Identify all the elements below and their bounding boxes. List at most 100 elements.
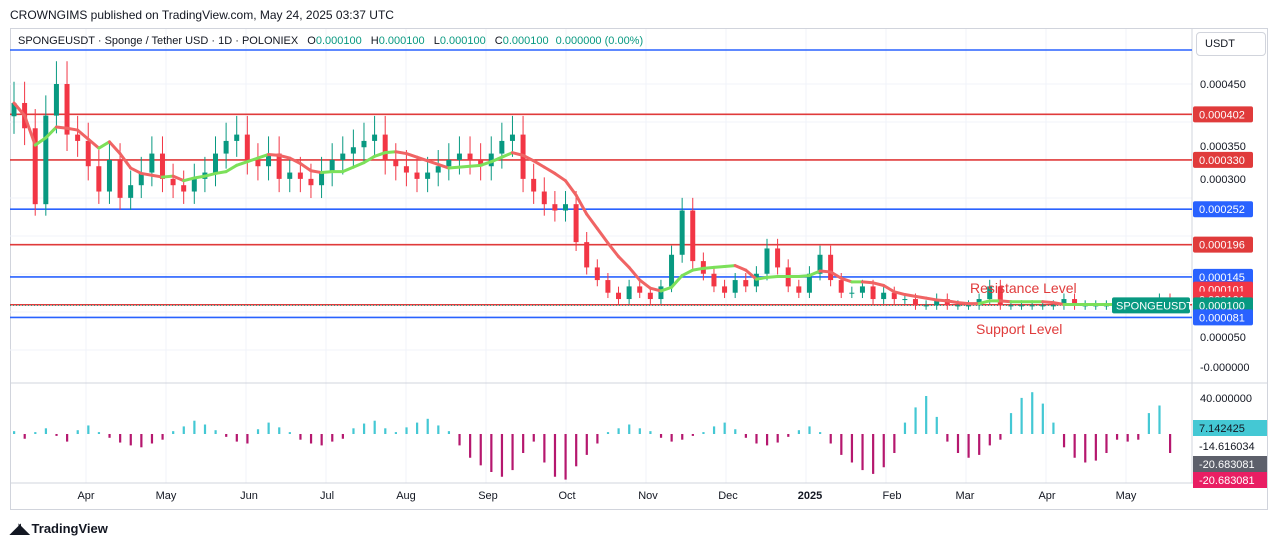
candle-body xyxy=(987,286,993,300)
candle-body xyxy=(117,159,123,198)
ma-segment xyxy=(118,152,133,170)
price-tag-label: 0.000081 xyxy=(1199,312,1245,324)
candle-body xyxy=(690,210,696,262)
candle-body xyxy=(605,280,611,293)
candle-body xyxy=(775,248,781,268)
ma-segment xyxy=(182,176,196,183)
ma-segment xyxy=(320,170,334,175)
ma-segment xyxy=(192,174,207,180)
price-axis-labels: 0.000450 0.000350 0.000300 0.000050 -0.00000… xyxy=(1200,79,1252,405)
oscillator-tag-label: -20.683081 xyxy=(1199,459,1255,471)
candle-body xyxy=(891,292,897,300)
oscillator-bar xyxy=(1169,434,1172,453)
candle-body xyxy=(934,299,940,306)
ma-segment xyxy=(214,170,228,175)
ma-segment xyxy=(426,159,440,166)
ma-segment xyxy=(956,301,970,306)
ma-segment xyxy=(447,165,461,170)
oscillator-bar xyxy=(1041,403,1044,434)
oscillator-bar xyxy=(479,434,482,466)
ma-segment xyxy=(298,162,313,173)
candle-body xyxy=(159,153,165,179)
oscillator-bar xyxy=(956,434,960,453)
tradingview-logo[interactable]: ◢◣ TradingView xyxy=(10,520,108,537)
ma-segment xyxy=(479,160,493,167)
ma-segment xyxy=(670,274,684,289)
oscillator-bar xyxy=(150,434,154,444)
oscillator-bar xyxy=(1137,434,1140,440)
x-tick-label: Apr xyxy=(77,490,94,502)
ma-segment xyxy=(701,265,716,270)
candle-body xyxy=(817,254,823,274)
chart-frame[interactable] xyxy=(10,28,1268,510)
ma-segment xyxy=(171,174,186,183)
oscillator-bar xyxy=(861,434,864,471)
oscillator-bar xyxy=(1158,405,1161,434)
ma-segment xyxy=(765,274,780,279)
ma-segment xyxy=(585,212,599,231)
x-tick-label: Dec xyxy=(718,490,738,502)
high-value: 0.000100 xyxy=(378,35,425,47)
oscillator-bar xyxy=(511,434,514,471)
oscillator-bar xyxy=(469,434,472,458)
oscillator-tag-box xyxy=(1193,456,1267,472)
x-tick-label: Feb xyxy=(883,490,902,502)
candle-body xyxy=(85,140,91,167)
candle-body xyxy=(138,172,144,186)
ma-segment xyxy=(924,296,939,302)
oscillator-bar xyxy=(649,431,652,434)
price-tag-label: 0.000145 xyxy=(1199,272,1245,284)
candle-body xyxy=(965,305,971,307)
candle-body xyxy=(350,147,356,154)
candle-body xyxy=(181,185,187,192)
y-tick-label: -0.000000 xyxy=(1200,362,1250,374)
oscillator-bar xyxy=(161,434,164,440)
oscillator-bar xyxy=(797,430,801,434)
x-tick-label: Oct xyxy=(558,490,575,502)
candle-body xyxy=(955,305,961,307)
x-tick-label: Sep xyxy=(478,490,498,502)
ma-segment xyxy=(468,163,483,168)
candle-body xyxy=(425,172,431,179)
oscillator-bar xyxy=(606,432,610,434)
oscillator-bar xyxy=(1020,397,1023,434)
candle-body xyxy=(796,286,802,293)
ma-segment xyxy=(563,179,578,197)
y-tick-label: 0.000050 xyxy=(1200,332,1246,344)
oscillator-bar xyxy=(819,432,822,434)
ma-segment xyxy=(510,151,525,157)
oscillator-bar xyxy=(140,434,143,448)
candle-body xyxy=(64,84,70,135)
oscillator-bar xyxy=(946,434,949,442)
currency-selector[interactable]: USDT xyxy=(1196,32,1266,56)
candle-body xyxy=(308,178,314,186)
candle-body xyxy=(1029,305,1035,307)
oscillator-bar xyxy=(66,434,69,442)
oscillator-bar xyxy=(999,434,1002,440)
oscillator-bar xyxy=(681,434,684,440)
oscillator-bar xyxy=(872,434,875,474)
ma-segment xyxy=(373,151,387,158)
ma-segment xyxy=(638,278,652,290)
price-tag-box xyxy=(1193,268,1253,285)
ma-segment xyxy=(1051,301,1066,306)
oscillator-bar xyxy=(585,434,588,455)
oscillator-bar xyxy=(628,424,631,434)
candle-body xyxy=(223,140,229,154)
ma-segment xyxy=(277,153,292,160)
candle-body xyxy=(393,159,399,167)
candle-body xyxy=(170,178,176,186)
x-tick-label: 2025 xyxy=(798,490,822,502)
oscillator-bar xyxy=(76,430,79,434)
ma-segment xyxy=(23,114,37,147)
x-tick-label: Nov xyxy=(638,490,658,502)
tradingview-brand: TradingView xyxy=(31,521,108,536)
oscillator-bar xyxy=(341,434,344,439)
oscillator-bar xyxy=(490,434,493,472)
tradingview-logo-icon: ◢◣ xyxy=(10,520,29,536)
x-tick-label: Jun xyxy=(240,490,258,502)
high-label: H xyxy=(370,35,379,47)
ma-segment xyxy=(65,126,80,132)
moving-average xyxy=(12,101,1172,307)
